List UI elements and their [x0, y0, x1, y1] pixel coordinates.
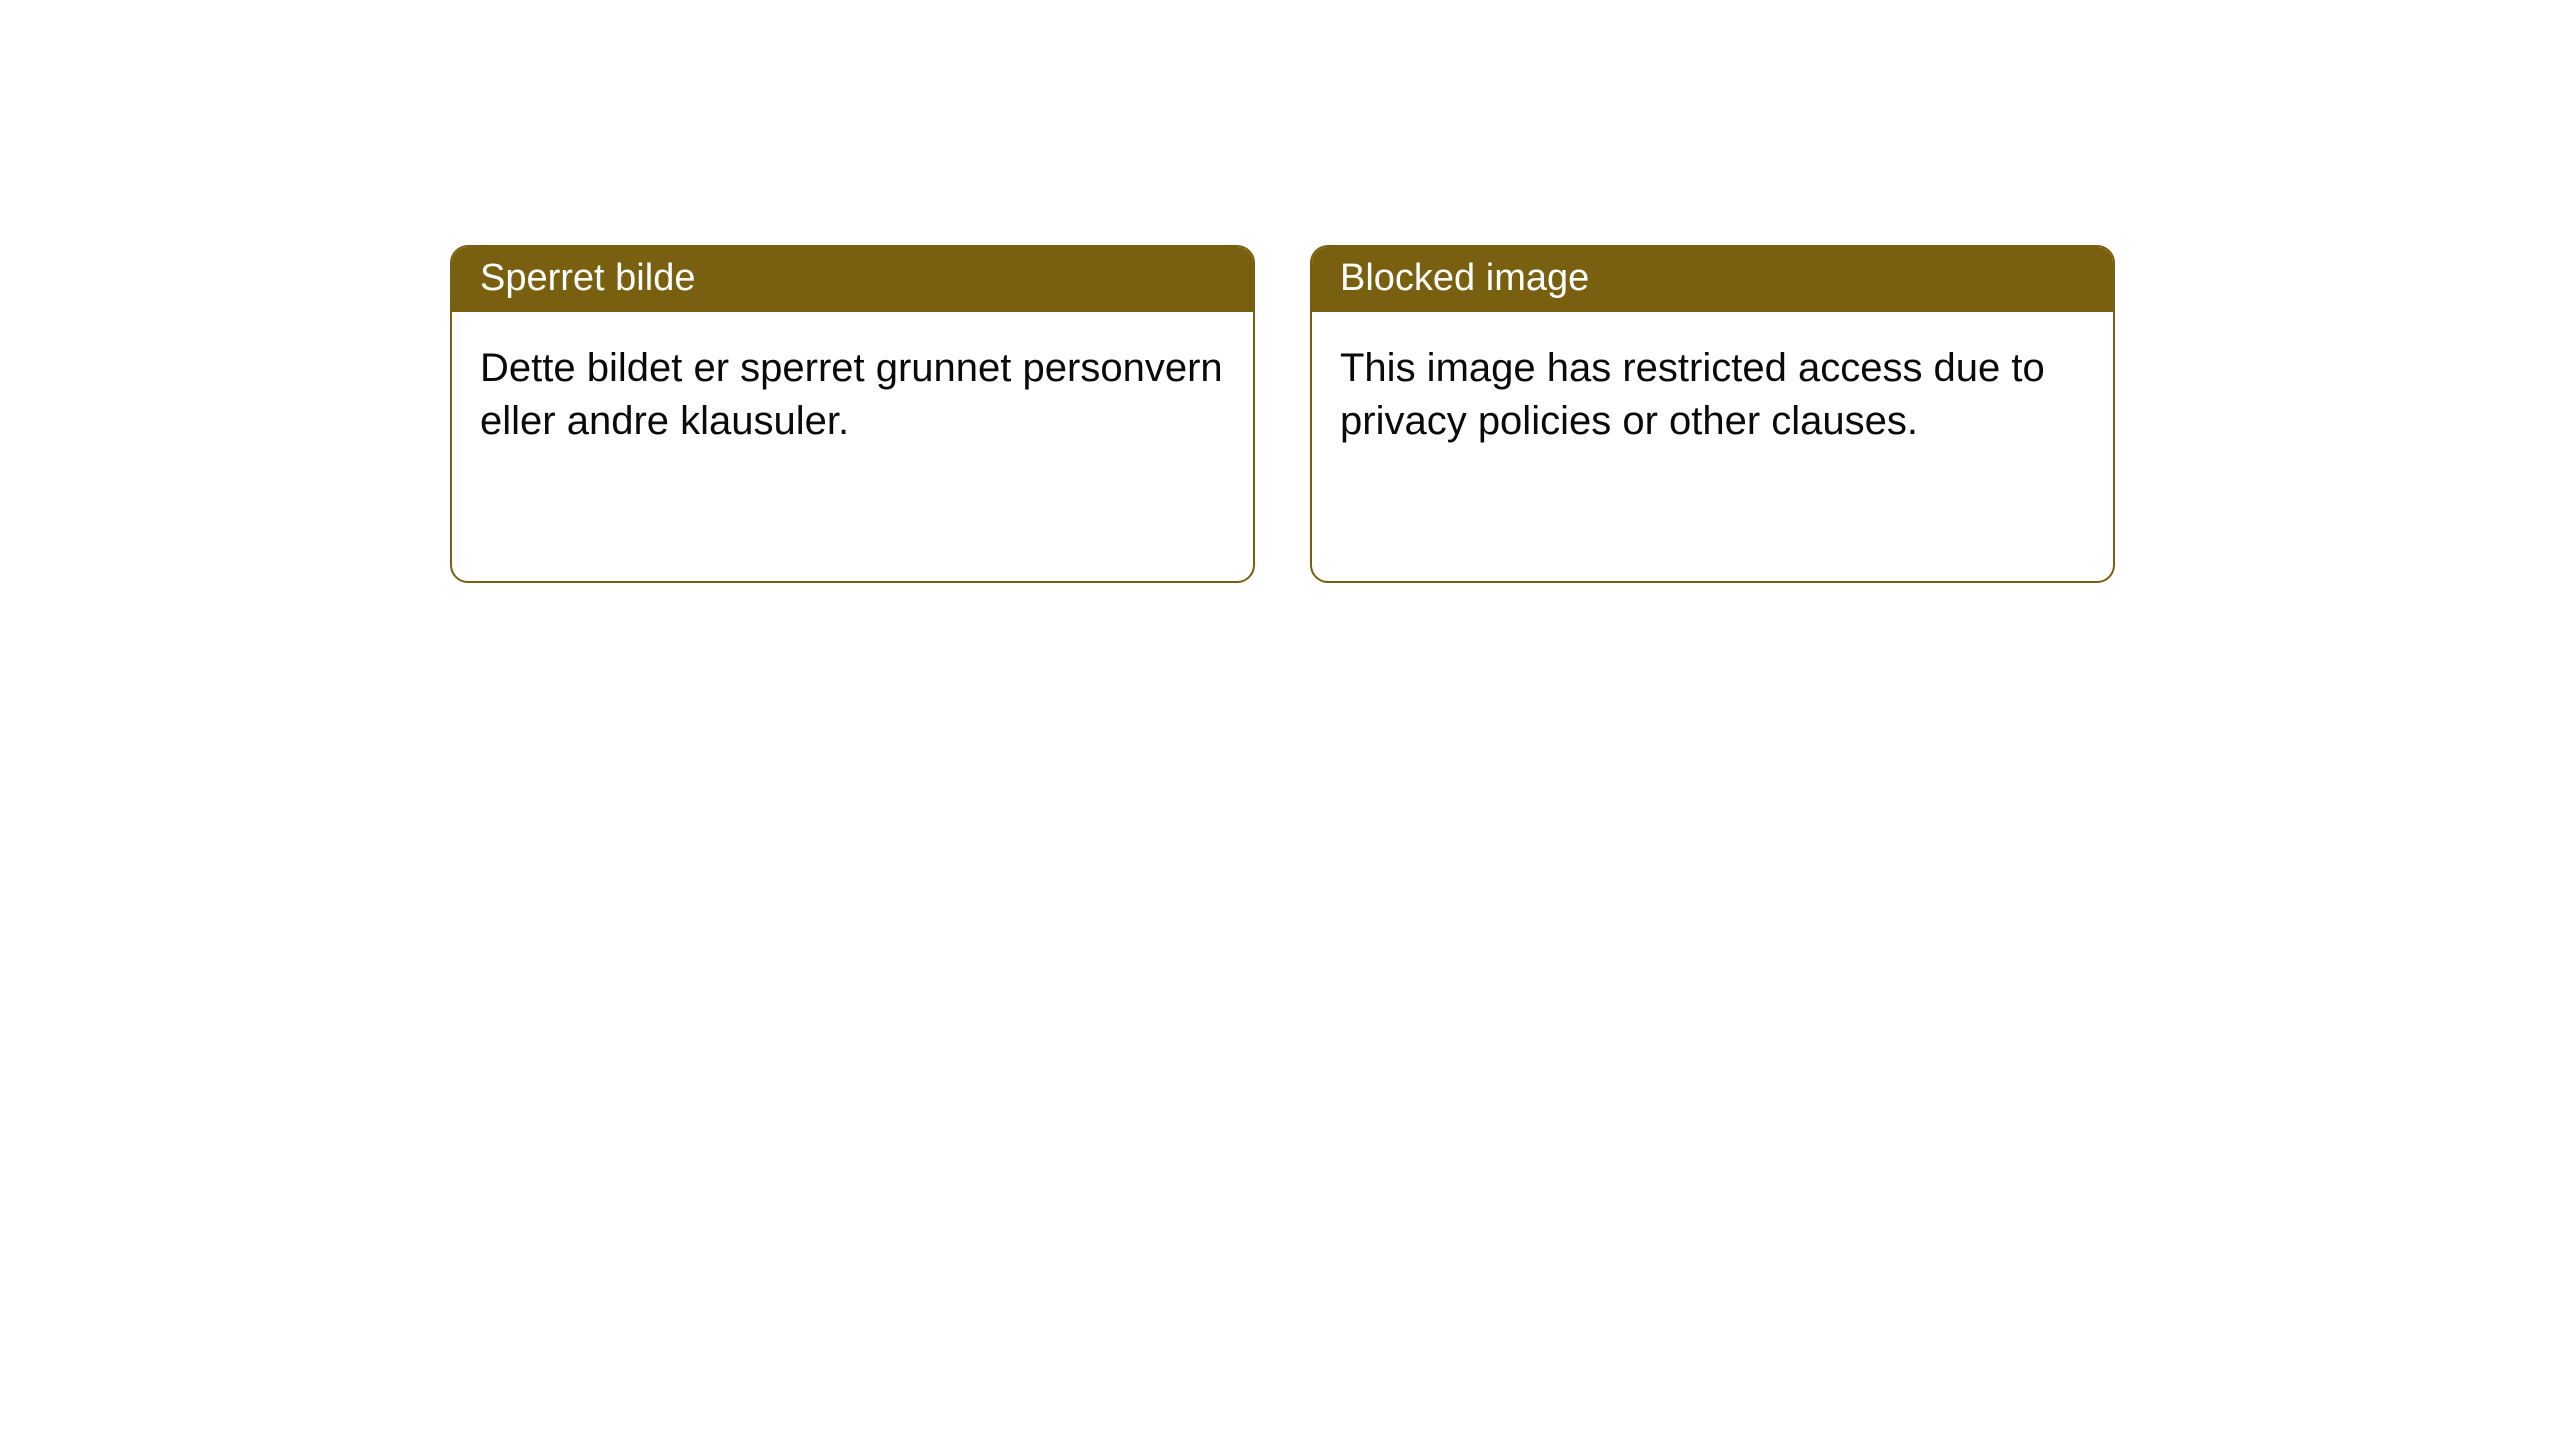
- card-header-text: Blocked image: [1340, 257, 1589, 299]
- card-body: Dette bildet er sperret grunnet personve…: [452, 312, 1253, 478]
- notice-container: Sperret bilde Dette bildet er sperret gr…: [450, 245, 2115, 583]
- card-header: Sperret bilde: [452, 247, 1253, 312]
- card-header-text: Sperret bilde: [480, 257, 695, 299]
- notice-card-english: Blocked image This image has restricted …: [1310, 245, 2115, 583]
- card-body-text: Dette bildet er sperret grunnet personve…: [480, 346, 1223, 443]
- card-header: Blocked image: [1312, 247, 2113, 312]
- card-body: This image has restricted access due to …: [1312, 312, 2113, 478]
- notice-card-norwegian: Sperret bilde Dette bildet er sperret gr…: [450, 245, 1255, 583]
- card-body-text: This image has restricted access due to …: [1340, 346, 2045, 443]
